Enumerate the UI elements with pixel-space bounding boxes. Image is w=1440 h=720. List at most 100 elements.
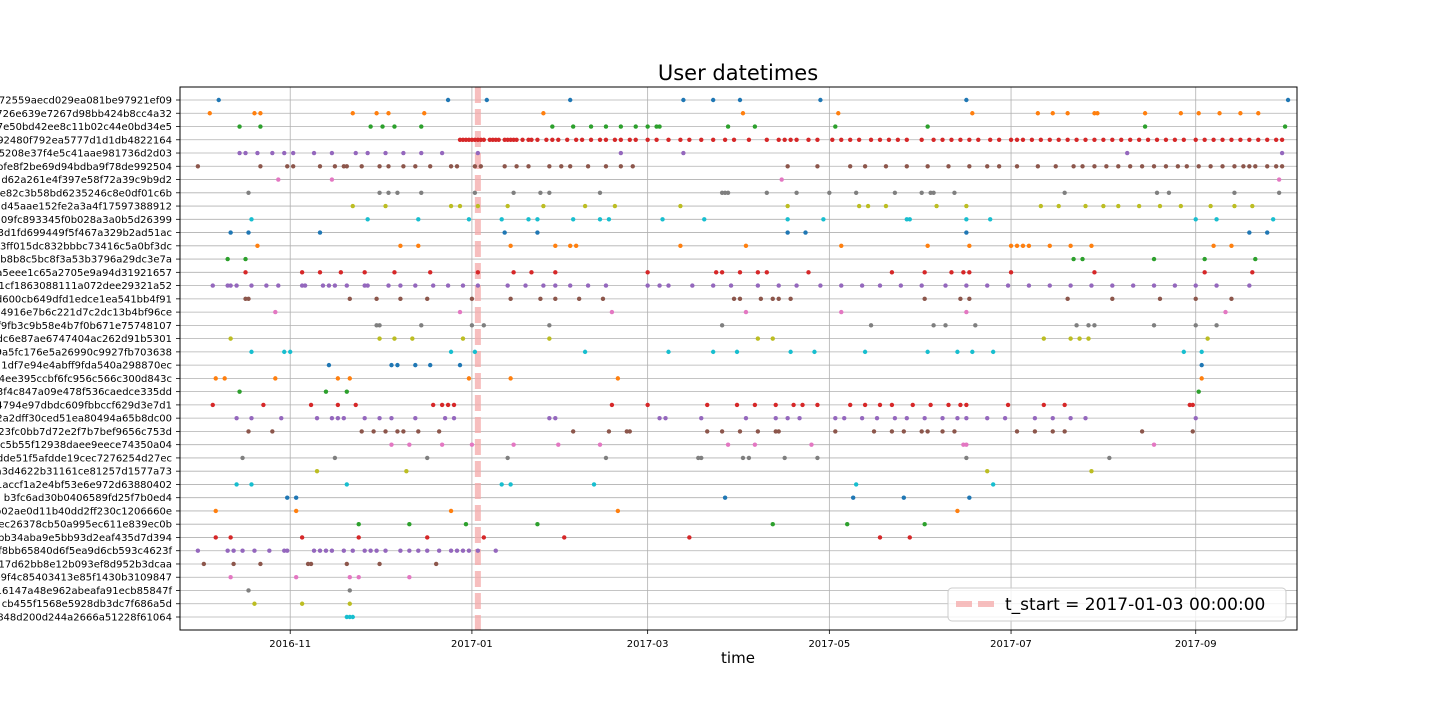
y-tick-label: 209fc893345f0b028a3a0b5d26399 — [0, 215, 172, 226]
data-point — [600, 296, 606, 302]
data-point — [347, 376, 352, 381]
data-point — [386, 111, 391, 116]
data-point — [573, 137, 579, 142]
data-point — [341, 548, 347, 553]
data-point — [1214, 283, 1219, 288]
data-point — [1208, 203, 1213, 209]
y-tick-label: 3ff015dc832bbbc73416c5a0bf3dc — [0, 241, 172, 252]
data-point — [252, 601, 257, 606]
data-point — [773, 402, 778, 408]
data-point — [1238, 111, 1243, 116]
data-point — [231, 561, 236, 567]
data-point — [862, 402, 868, 408]
data-point — [466, 217, 472, 222]
data-point — [526, 217, 531, 222]
data-point — [1273, 164, 1279, 169]
data-point — [514, 137, 519, 142]
data-point — [380, 124, 385, 129]
data-point — [416, 548, 421, 553]
data-point — [556, 442, 561, 447]
data-point — [448, 508, 454, 514]
data-point — [845, 522, 850, 527]
data-point — [377, 336, 382, 341]
data-point — [252, 111, 257, 116]
data-point — [657, 415, 662, 421]
data-point — [1205, 336, 1210, 341]
data-point — [1279, 164, 1285, 169]
data-point — [290, 164, 296, 169]
data-point — [228, 230, 233, 235]
data-point — [758, 296, 764, 302]
data-point — [448, 203, 454, 209]
data-point — [285, 548, 290, 553]
data-point — [213, 508, 218, 514]
data-point — [547, 190, 552, 195]
data-point — [1214, 217, 1219, 222]
data-point — [1071, 256, 1076, 262]
data-point — [371, 429, 376, 434]
data-point — [249, 415, 254, 421]
data-point — [1232, 203, 1237, 209]
data-point — [341, 415, 347, 421]
y-tick-label: e9f4c85403413e85f1430b3109847 — [0, 573, 172, 584]
data-point — [719, 323, 725, 328]
data-point — [499, 217, 504, 222]
data-point — [848, 164, 853, 169]
data-point — [848, 402, 853, 408]
data-point — [925, 164, 930, 169]
data-point — [1220, 164, 1225, 169]
data-point — [472, 164, 478, 169]
data-point — [1086, 323, 1091, 328]
data-point — [448, 349, 454, 355]
data-point — [925, 243, 930, 249]
data-point — [889, 429, 895, 434]
data-point — [1202, 137, 1207, 142]
data-point — [815, 137, 820, 142]
data-point — [958, 296, 963, 302]
data-point — [1285, 97, 1291, 103]
data-point — [1068, 415, 1073, 421]
data-point — [1110, 283, 1115, 288]
data-point — [922, 270, 927, 275]
data-point — [460, 548, 466, 553]
y-tick-label: 848d200d244a2666a51228f61064 — [0, 613, 172, 624]
data-point — [356, 575, 361, 580]
data-point — [889, 270, 895, 275]
data-point — [728, 283, 734, 288]
data-point — [964, 283, 969, 288]
legend-label: t_start = 2017-01-03 00:00:00 — [1005, 595, 1265, 615]
data-point — [746, 137, 752, 142]
data-point — [535, 137, 540, 142]
data-point — [743, 243, 749, 249]
data-point — [1092, 137, 1097, 142]
data-point — [740, 455, 746, 461]
data-point — [213, 376, 218, 381]
data-point — [892, 415, 898, 421]
data-point — [228, 283, 233, 288]
data-point — [743, 415, 749, 421]
data-point — [830, 137, 835, 142]
data-point — [967, 270, 972, 275]
y-tick-label: 1accf1a2e4bf53e6e972d63880402 — [0, 480, 172, 491]
data-point — [964, 230, 969, 235]
data-point — [344, 482, 350, 487]
x-tick-label: 2017-09 — [1175, 639, 1217, 650]
data-point — [1172, 283, 1178, 288]
y-tick-label: 1cf1863088111a072dee29321a52 — [0, 281, 172, 292]
data-point — [270, 429, 275, 434]
data-point — [550, 124, 555, 129]
data-point — [699, 455, 704, 461]
data-point — [722, 495, 728, 500]
data-point — [928, 402, 933, 408]
data-point — [1238, 137, 1243, 142]
data-point — [1074, 323, 1079, 328]
data-point — [231, 548, 236, 553]
y-tick-label: dde51f5afdde19cec7276254d27ec — [0, 453, 172, 464]
data-point — [249, 349, 254, 355]
data-point — [252, 548, 257, 553]
data-point — [660, 217, 665, 222]
data-point — [1220, 137, 1225, 142]
data-point — [710, 97, 716, 103]
data-point — [1086, 336, 1091, 341]
data-point — [553, 243, 558, 249]
